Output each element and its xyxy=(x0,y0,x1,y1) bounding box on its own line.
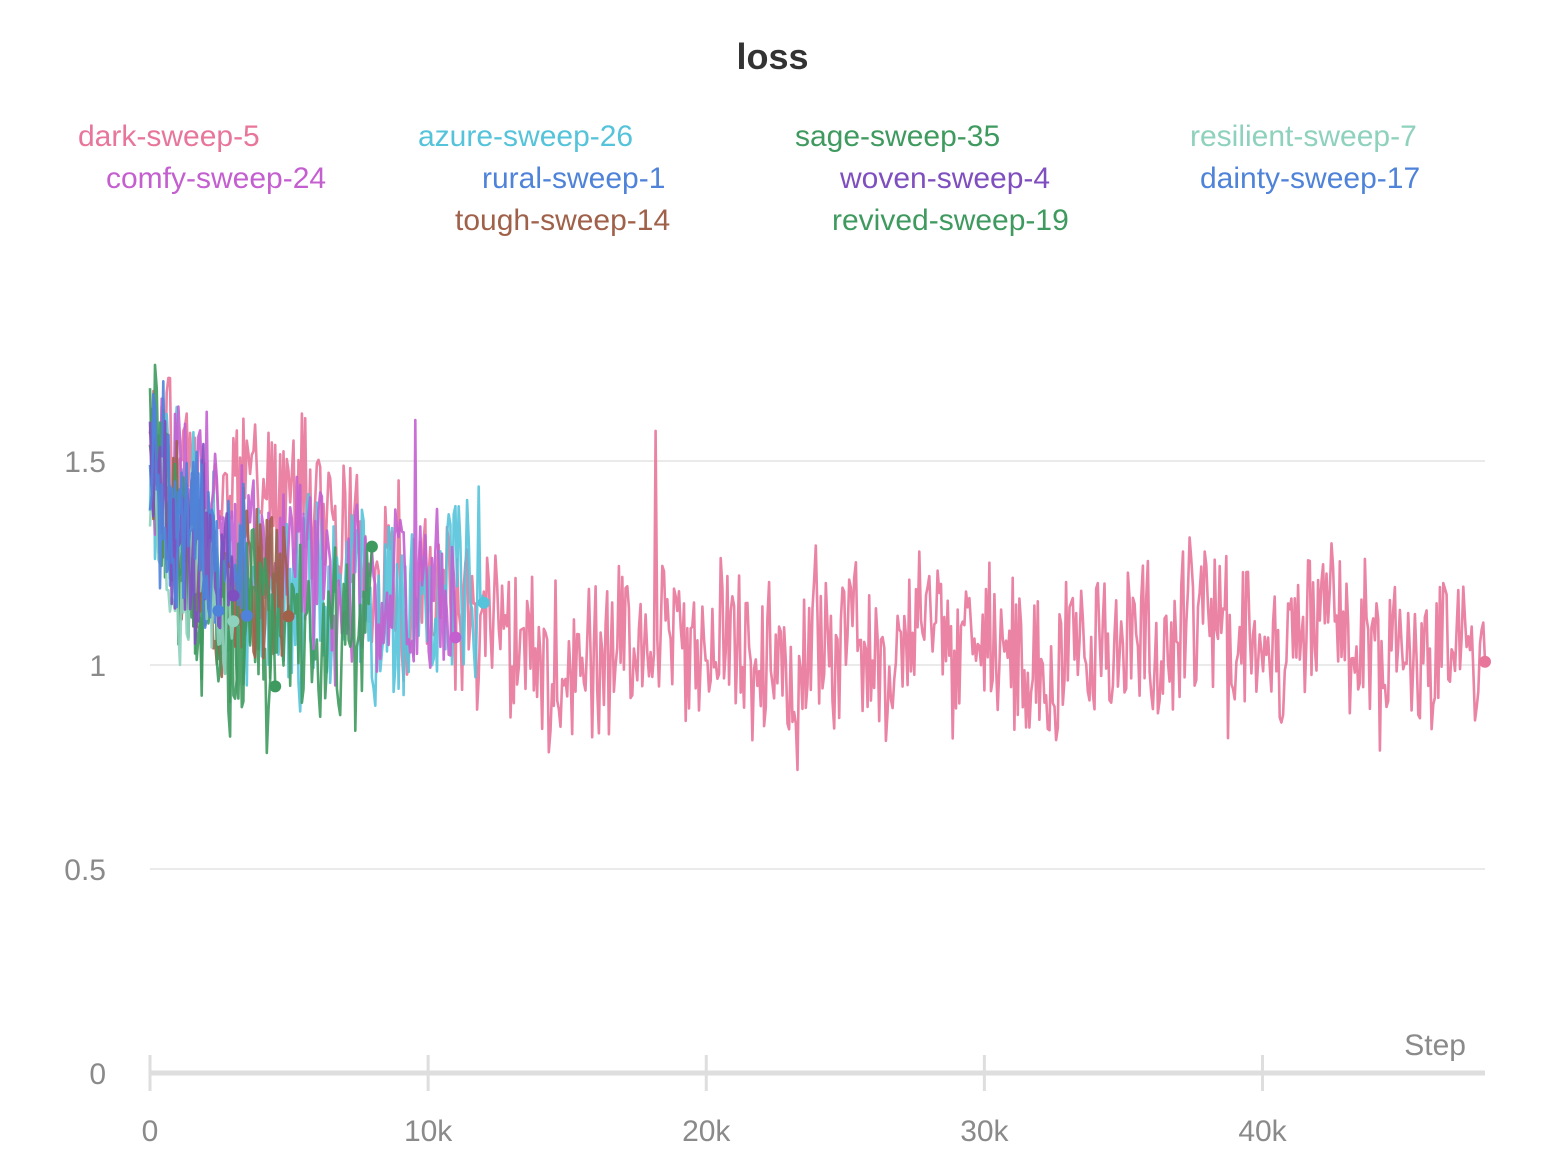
series-lines xyxy=(148,363,1491,772)
y-tick-label: 1.5 xyxy=(64,446,106,479)
series-line-woven-sweep-4[interactable] xyxy=(148,419,235,645)
legend-item-azure-sweep-26[interactable]: azure-sweep-26 xyxy=(418,120,634,153)
series-end-marker-comfy-sweep-24 xyxy=(449,631,462,644)
x-axis-label: Step xyxy=(1404,1029,1466,1062)
legend-item-rural-sweep-1[interactable]: rural-sweep-1 xyxy=(482,162,666,195)
legend-item-comfy-sweep-24[interactable]: comfy-sweep-24 xyxy=(106,162,327,195)
legend-item-sage-sweep-35[interactable]: sage-sweep-35 xyxy=(795,120,1001,153)
series-line-dark-sweep-5[interactable] xyxy=(148,376,1487,772)
legend-item-revived-sweep-19[interactable]: revived-sweep-19 xyxy=(832,204,1069,237)
axes: 0 0.5 1 1.5 0 10k 20k 30k 40k Step xyxy=(64,446,1485,1148)
series-line-dainty-sweep-17[interactable] xyxy=(148,406,220,619)
series-end-marker-woven-sweep-4 xyxy=(227,589,240,602)
y-tick-label: 1 xyxy=(89,650,106,683)
legend-item-resilient-sweep-7[interactable]: resilient-sweep-7 xyxy=(1190,120,1417,153)
legend-item-tough-sweep-14[interactable]: tough-sweep-14 xyxy=(455,204,671,237)
legend-item-dark-sweep-5[interactable]: dark-sweep-5 xyxy=(78,120,260,153)
series-end-marker-rural-sweep-1 xyxy=(240,609,253,622)
series-end-marker-resilient-sweep-7 xyxy=(227,615,240,628)
series-end-marker-dainty-sweep-17 xyxy=(212,604,225,617)
chart-title: loss xyxy=(736,36,809,77)
series-end-marker-tough-sweep-14 xyxy=(282,610,295,623)
y-tick-label: 0.5 xyxy=(64,854,106,887)
series-line-comfy-sweep-24[interactable] xyxy=(148,397,457,687)
x-tick-label: 30k xyxy=(960,1115,1009,1148)
series-end-marker-sage-sweep-35 xyxy=(365,540,378,553)
series-end-marker-azure-sweep-26 xyxy=(477,596,490,609)
x-tick-label: 40k xyxy=(1238,1115,1287,1148)
series-end-marker-dark-sweep-5 xyxy=(1479,655,1491,668)
series-end-marker-revived-sweep-19 xyxy=(269,680,282,693)
x-tick-label: 20k xyxy=(682,1115,731,1148)
x-tick-label: 10k xyxy=(404,1115,453,1148)
legend-item-woven-sweep-4[interactable]: woven-sweep-4 xyxy=(840,162,1051,195)
x-tick-label: 0 xyxy=(142,1115,159,1148)
y-tick-label: 0 xyxy=(89,1058,106,1091)
legend-item-dainty-sweep-17[interactable]: dainty-sweep-17 xyxy=(1200,162,1421,195)
